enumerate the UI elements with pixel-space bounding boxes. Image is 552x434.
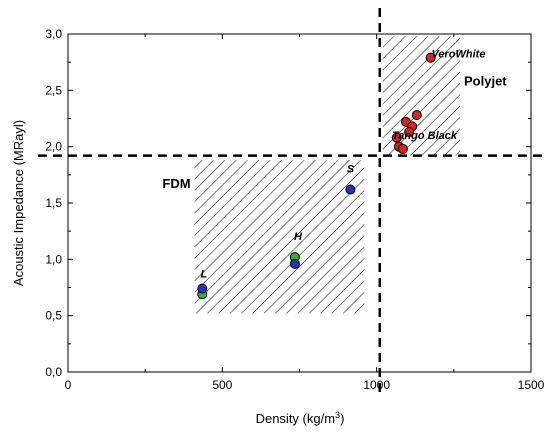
annotation-label: VeroWhite <box>431 49 485 61</box>
data-point-series-2 <box>425 52 436 63</box>
annotation-label: H <box>294 231 303 243</box>
y-tick-label: 2,0 <box>45 140 62 154</box>
data-point-series-1 <box>197 283 208 294</box>
region-label-fdm: FDM <box>162 176 190 191</box>
x-tick-label: 1000 <box>363 378 390 392</box>
x-tick-label: 1500 <box>518 378 545 392</box>
axes: 0 500 1000 1500 0,0 0,5 1,0 1,5 2,0 2,5 3,0 <box>45 27 544 392</box>
y-tick-label: 1,5 <box>45 196 62 210</box>
y-tick-label: 1,0 <box>45 252 62 266</box>
hatched-region-fdm <box>194 160 365 314</box>
data-point-series-2 <box>397 143 408 154</box>
x-axis-title: Density (kg/m3) <box>256 410 345 426</box>
data-point-series-1 <box>345 184 356 195</box>
x-tick-label: 0 <box>65 378 72 392</box>
data-point-series-2 <box>411 110 422 121</box>
region-label-polyjet: Polyjet <box>464 73 507 88</box>
threshold-lines <box>38 8 544 396</box>
annotation-label: S <box>347 164 355 176</box>
y-tick-label: 2,5 <box>45 83 62 97</box>
y-tick-label: 0,5 <box>45 309 62 323</box>
hatched-regions <box>194 36 461 314</box>
data-point-series-2 <box>391 132 402 143</box>
y-tick-label: 0,0 <box>45 365 62 379</box>
data-point-series-2 <box>404 127 415 138</box>
data-point-series-1 <box>289 258 300 269</box>
y-tick-label: 3,0 <box>45 27 62 41</box>
annotation-labels: FDM Polyjet L H S VeroWhite Tango Black <box>162 49 507 281</box>
x-tick-label: 500 <box>212 378 232 392</box>
annotation-label: L <box>200 268 207 280</box>
data-points <box>197 52 436 300</box>
y-axis-title: Acoustic Impedance (MRayl) <box>11 120 26 286</box>
annotation-label: Tango Black <box>392 130 458 142</box>
